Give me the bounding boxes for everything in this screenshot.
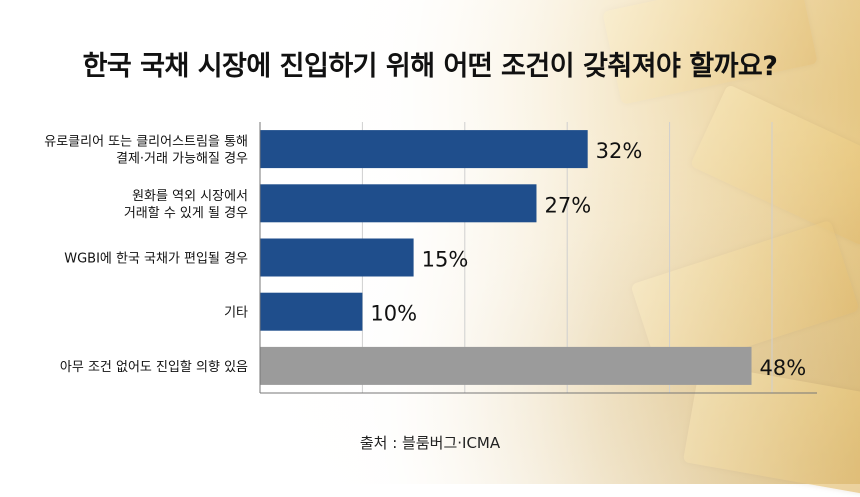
category-label: 거래할 수 있게 될 경우 (124, 206, 248, 221)
bar (260, 238, 414, 277)
category-label: 유로클리어 또는 클리어스트림을 통해 (44, 135, 248, 150)
category-label: WGBI에 한국 국채가 편입될 경우 (64, 252, 248, 267)
category-label: 결제·거래 가능해질 경우 (116, 152, 248, 167)
bar (260, 184, 537, 223)
bar (260, 130, 588, 169)
data-label: 32% (596, 139, 643, 163)
category-label: 기타 (224, 306, 248, 321)
chart-title: 한국 국채 시장에 진입하기 위해 어떤 조건이 갖춰져야 할까요? (82, 51, 778, 82)
data-label: 27% (544, 193, 591, 217)
background-fade (0, 0, 860, 484)
category-label: 아무 조건 없어도 진입할 의향 있음 (60, 360, 248, 375)
source-note: 출처 : 블룸버그·ICMA (359, 434, 501, 452)
data-label: 48% (760, 356, 807, 380)
data-label: 15% (422, 248, 469, 272)
category-label: 원화를 역외 시장에서 (132, 189, 248, 204)
bar (260, 346, 752, 385)
bar (260, 292, 363, 331)
data-label: 10% (370, 302, 417, 326)
